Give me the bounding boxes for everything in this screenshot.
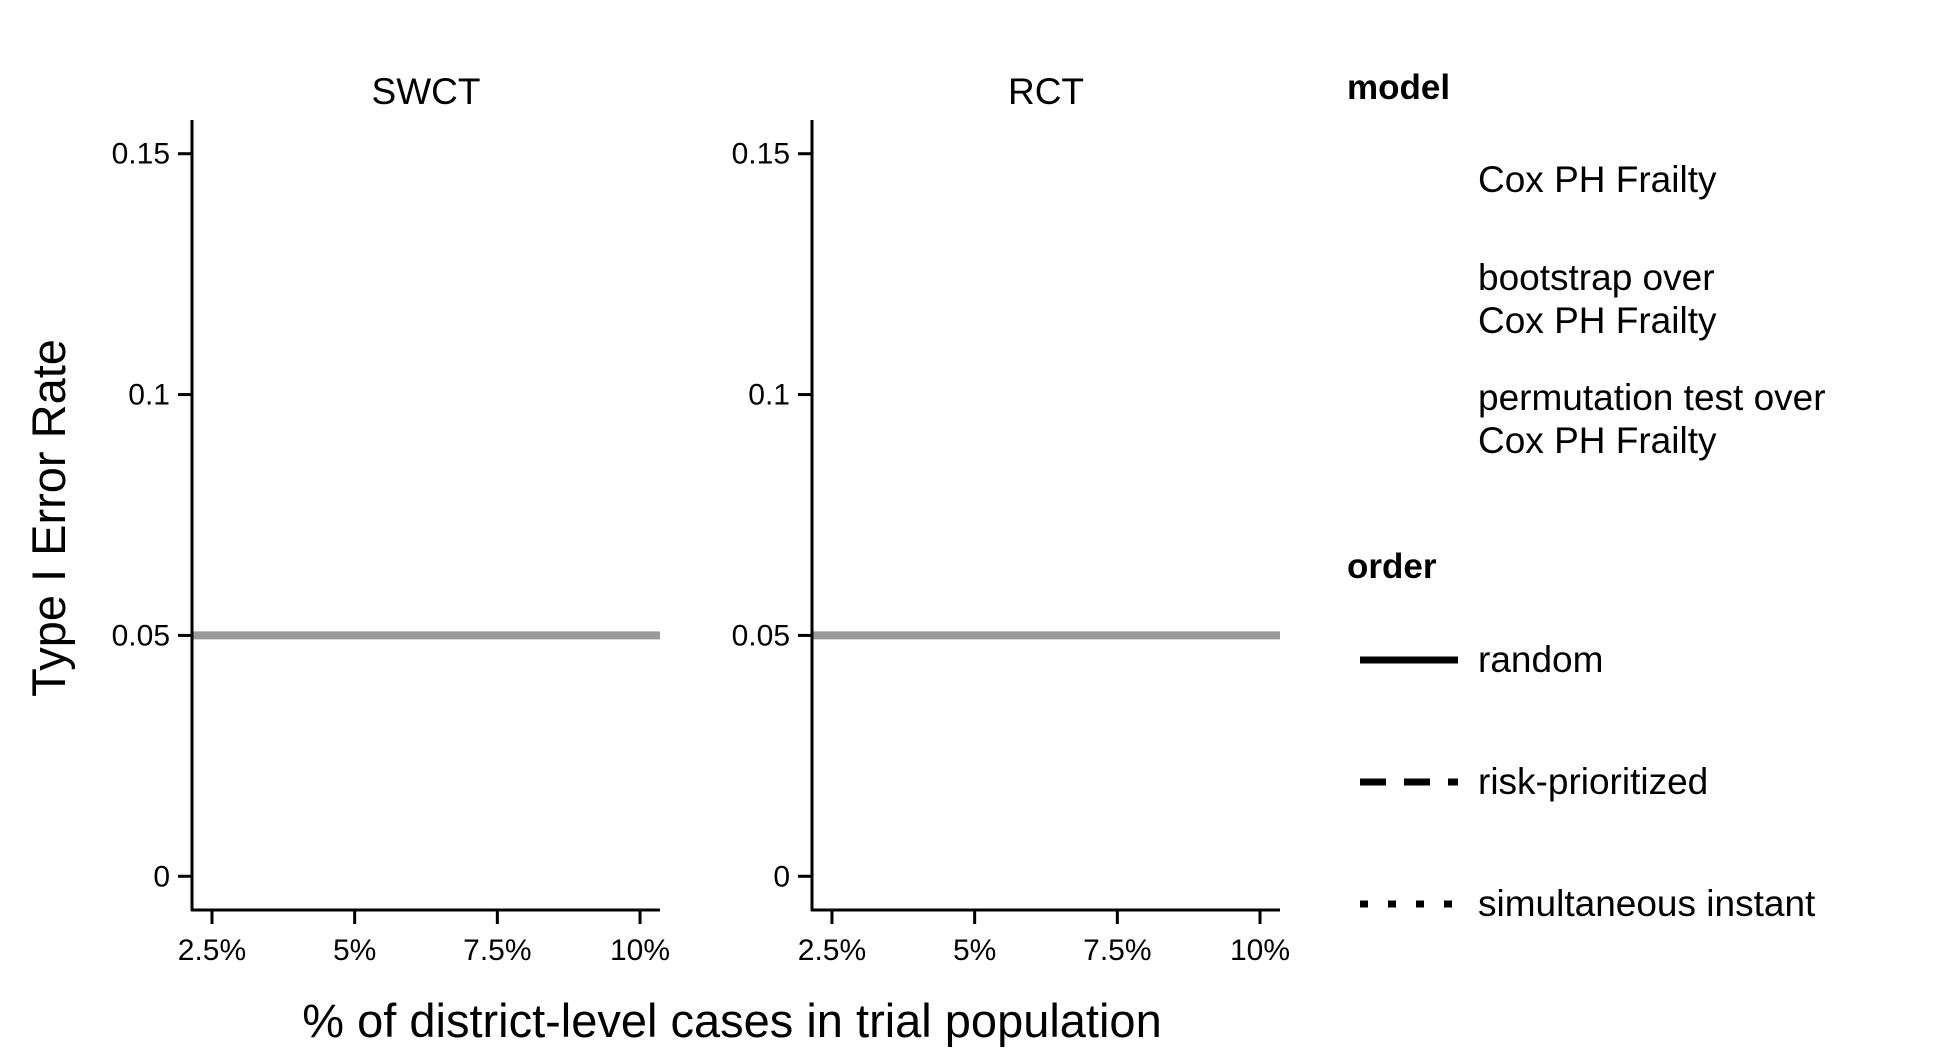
x-tick-label: 5%: [953, 934, 996, 967]
y-tick-label: 0.15: [732, 138, 790, 171]
x-tick-label: 7.5%: [463, 934, 531, 967]
legend-order-label: random: [1478, 639, 1603, 680]
x-tick-label: 10%: [610, 934, 670, 967]
legend-model-label: Cox PH Frailty: [1478, 159, 1717, 200]
y-tick-label: 0.15: [112, 138, 170, 171]
x-tick-label: 5%: [333, 934, 376, 967]
legend-model-label: bootstrap over: [1478, 257, 1715, 298]
panel-title: SWCT: [372, 71, 481, 112]
legend-model-label: permutation test over: [1478, 377, 1826, 418]
y-tick-label: 0: [153, 860, 170, 893]
x-tick-label: 10%: [1230, 934, 1290, 967]
legend-model-label: Cox PH Frailty: [1478, 300, 1717, 341]
legend-model-label: Cox PH Frailty: [1478, 420, 1717, 461]
y-tick-label: 0.05: [112, 619, 170, 652]
x-tick-label: 2.5%: [178, 934, 246, 967]
y-tick-label: 0.1: [128, 379, 170, 412]
legend-order-label: risk-prioritized: [1478, 761, 1708, 802]
y-tick-label: 0.1: [748, 379, 790, 412]
x-tick-label: 7.5%: [1083, 934, 1151, 967]
legend-title-order: order: [1347, 547, 1437, 586]
x-tick-label: 2.5%: [798, 934, 866, 967]
legend-order-label: simultaneous instant: [1478, 883, 1816, 924]
y-tick-label: 0: [773, 860, 790, 893]
x-axis-label: % of district-level cases in trial popul…: [302, 994, 1161, 1047]
y-tick-label: 0.05: [732, 619, 790, 652]
legend-title-model: model: [1347, 68, 1450, 107]
facet-panels: SWCT 0 0.05 0.1 0.15 2.5% 5% 7.5% 10% RCT 0 0.05 0.1…: [112, 71, 1290, 967]
panel-title: RCT: [1008, 71, 1084, 112]
panel-rct: RCT 0 0.05 0.1 0.15 2.5% 5% 7.5% 10%: [732, 71, 1290, 967]
y-axis-label: Type I Error Rate: [22, 339, 75, 697]
panel-swct: SWCT 0 0.05 0.1 0.15 2.5% 5% 7.5% 10%: [112, 71, 670, 967]
